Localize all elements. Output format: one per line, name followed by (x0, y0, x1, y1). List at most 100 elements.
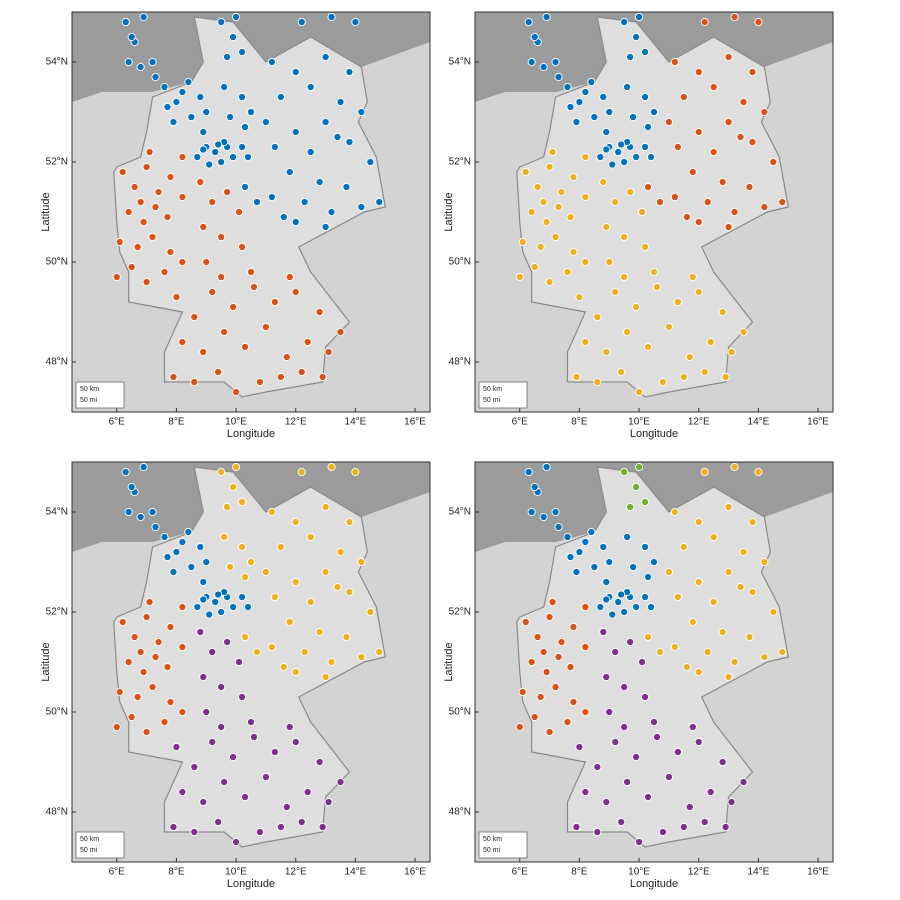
station-point (700, 17, 709, 27)
station-point (563, 82, 572, 92)
station-point (614, 147, 623, 157)
station-point (229, 482, 238, 492)
station-point (220, 82, 229, 92)
station-point (199, 577, 208, 587)
station-point (237, 242, 247, 252)
station-point (632, 152, 641, 162)
station-point (709, 532, 718, 542)
station-point (190, 312, 199, 322)
station-point (748, 137, 757, 147)
y-tick-label: 48°N (449, 357, 471, 368)
station-point (652, 732, 662, 742)
station-point (148, 57, 157, 67)
station-point (760, 107, 769, 117)
germany (113, 16, 386, 398)
station-point (530, 32, 539, 42)
station-point (602, 347, 611, 357)
station-point (620, 17, 629, 27)
station-point (324, 347, 333, 357)
station-point (205, 160, 214, 169)
station-point (345, 137, 354, 147)
station-point (709, 147, 718, 157)
station-point (285, 617, 294, 627)
station-point (602, 577, 611, 587)
station-point (542, 217, 551, 227)
station-point (602, 127, 611, 137)
station-point (306, 147, 315, 157)
station-point (688, 617, 697, 627)
x-tick-label: 14°E (345, 867, 367, 878)
station-point (605, 557, 614, 567)
station-point (178, 537, 187, 547)
station-point (229, 32, 238, 42)
station-point (623, 532, 632, 542)
station-point (569, 697, 578, 707)
x-axis-label: Longitude (630, 878, 678, 890)
station-point (551, 682, 560, 692)
station-point (211, 597, 220, 607)
station-point (700, 467, 709, 477)
scale-label: 50 mi (80, 397, 98, 404)
station-point (575, 292, 584, 302)
station-point (566, 102, 575, 112)
station-point (620, 607, 629, 617)
station-point (276, 822, 285, 832)
station-point (643, 632, 653, 642)
station-point (318, 372, 327, 382)
station-point (115, 237, 124, 247)
station-point (136, 197, 145, 207)
station-point (548, 597, 557, 607)
station-point (232, 12, 241, 22)
station-point (694, 737, 703, 747)
scale-box (478, 381, 528, 409)
scale-label: 50 mi (483, 847, 501, 854)
station-point (646, 602, 656, 612)
station-point (235, 207, 244, 217)
station-point (778, 197, 787, 207)
station-point (229, 752, 238, 762)
station-point (327, 657, 336, 667)
station-point (721, 822, 730, 832)
station-point (139, 462, 148, 472)
station-point (214, 140, 223, 149)
station-point (545, 612, 554, 622)
station-point (617, 140, 626, 149)
scale-box (478, 831, 528, 859)
station-point (315, 757, 324, 767)
station-point (324, 797, 333, 807)
station-point (208, 737, 217, 747)
station-point (160, 267, 169, 277)
station-point (554, 652, 563, 662)
station-point (679, 542, 688, 552)
y-tick-label: 52°N (46, 607, 68, 618)
station-point (193, 602, 202, 612)
station-point (220, 777, 229, 787)
station-point (336, 327, 345, 337)
station-point (178, 152, 187, 162)
station-point (575, 742, 584, 752)
station-point (321, 567, 330, 577)
station-point (587, 527, 596, 537)
y-tick-label: 48°N (46, 357, 68, 368)
station-point (694, 67, 703, 77)
station-point (542, 667, 551, 677)
station-point (193, 152, 202, 162)
station-point (664, 567, 673, 577)
station-point (237, 47, 247, 57)
station-point (643, 572, 653, 582)
station-point (178, 787, 187, 797)
station-point (163, 102, 172, 112)
station-point (596, 602, 605, 612)
station-point (226, 112, 235, 122)
station-point (199, 595, 208, 604)
station-point (291, 67, 300, 77)
station-point (291, 737, 300, 747)
plot-frame (474, 11, 834, 413)
station-point (727, 347, 736, 357)
station-point (551, 232, 560, 242)
station-point (270, 592, 279, 602)
station-point (769, 607, 778, 617)
station-point (184, 527, 193, 537)
station-point (575, 547, 584, 557)
station-point (688, 272, 697, 282)
